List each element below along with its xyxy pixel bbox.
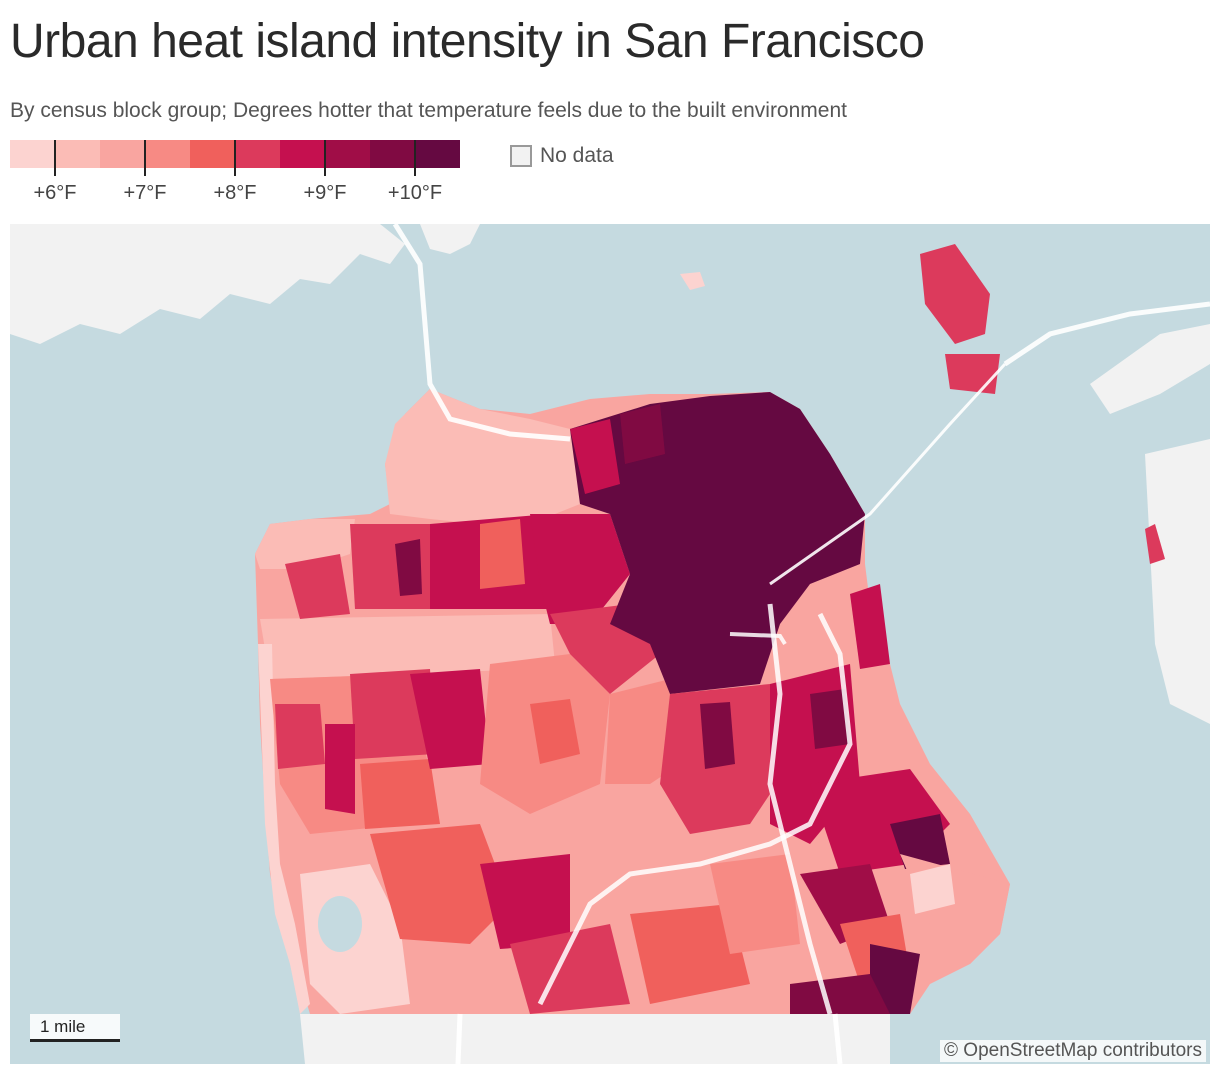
visitacion-block[interactable] [790, 974, 890, 1014]
south-road [832, 1013, 843, 1064]
chart-title: Urban heat island intensity in San Franc… [10, 15, 925, 68]
legend-swatch [55, 140, 100, 168]
central-freeway [729, 632, 787, 646]
no-data-label: No data [540, 144, 614, 167]
legend-swatch [190, 140, 235, 168]
southwest-block[interactable] [480, 854, 570, 949]
bay-bridge-road [1003, 301, 1210, 367]
legend-tick [234, 140, 236, 176]
presidio-area[interactable] [385, 389, 580, 524]
southwest-block[interactable] [630, 904, 750, 1004]
north-beach-block[interactable] [620, 404, 665, 464]
legend-swatch [100, 140, 145, 168]
yerba-buena-island[interactable] [945, 354, 1000, 394]
alcatraz-island[interactable] [680, 272, 705, 290]
heat-map[interactable] [10, 224, 1210, 1064]
chart-subtitle: By census block group; Degrees hotter th… [10, 99, 847, 122]
legend-swatches [10, 140, 460, 168]
scale-bar-line [30, 1039, 120, 1042]
candlestick-block[interactable] [870, 944, 920, 1014]
legend-tick [414, 140, 416, 176]
legend-tick-label: +10°F [387, 182, 443, 204]
southwest-block[interactable] [370, 824, 510, 944]
golden-gate-bridge-road [392, 224, 571, 442]
map-attribution[interactable]: © OpenStreetMap contributors [940, 1040, 1206, 1062]
legend-swatch [415, 140, 460, 168]
richmond-block[interactable] [285, 554, 350, 619]
east-bay-land [1090, 324, 1210, 414]
east-bay-land [1145, 439, 1210, 724]
sunset-block[interactable] [325, 724, 355, 814]
legend-tick-label: +9°F [303, 182, 347, 204]
east-bay-block[interactable] [1145, 524, 1165, 564]
bay-bridge-road [769, 362, 1007, 586]
golden-gate-park[interactable] [260, 614, 555, 679]
marin-land [10, 224, 405, 344]
southwest-block[interactable] [510, 924, 630, 1014]
treasure-island[interactable] [920, 244, 990, 344]
western-addition[interactable] [530, 514, 630, 624]
legend-swatch [280, 140, 325, 168]
ocean-beach[interactable] [258, 644, 310, 1014]
no-data-swatch [510, 145, 532, 167]
scale-bar: 1 mile [30, 1014, 120, 1042]
legend-swatch [325, 140, 370, 168]
sunset-block[interactable] [410, 669, 490, 769]
legend-swatch [10, 140, 55, 168]
richmond-block[interactable] [480, 519, 525, 589]
legend-swatch [235, 140, 280, 168]
lake-merced [318, 896, 362, 952]
hunters-point-block[interactable] [890, 814, 950, 869]
legend-tick-label: +8°F [213, 182, 257, 204]
north-beach-block[interactable] [570, 419, 620, 494]
marin-land [420, 224, 480, 254]
color-legend: +6°F +7°F +8°F +9°F +10°F [10, 140, 470, 210]
legend-tick [324, 140, 326, 176]
hunters-point-block[interactable] [910, 864, 955, 914]
legend-swatch [145, 140, 190, 168]
downtown-block[interactable] [570, 392, 865, 694]
south-land [300, 1014, 890, 1064]
highway-101 [767, 603, 833, 1015]
central-block[interactable] [530, 699, 580, 764]
legend-tick [54, 140, 56, 176]
excelsior-block[interactable] [710, 854, 800, 954]
sunset-block[interactable] [275, 704, 325, 769]
soma-block[interactable] [810, 689, 850, 749]
mission-block[interactable] [700, 702, 735, 769]
legend-tick-label: +7°F [123, 182, 167, 204]
sunset-block[interactable] [360, 759, 440, 829]
legend-tick-label: +6°F [33, 182, 77, 204]
legend-swatch [370, 140, 415, 168]
richmond-block[interactable] [395, 539, 422, 596]
legend-tick [144, 140, 146, 176]
south-road [455, 1013, 463, 1064]
no-data-legend: No data [510, 144, 614, 168]
mission-bay-block[interactable] [850, 584, 890, 669]
scale-bar-label: 1 mile [40, 1017, 86, 1036]
highway-280 [537, 612, 853, 1006]
